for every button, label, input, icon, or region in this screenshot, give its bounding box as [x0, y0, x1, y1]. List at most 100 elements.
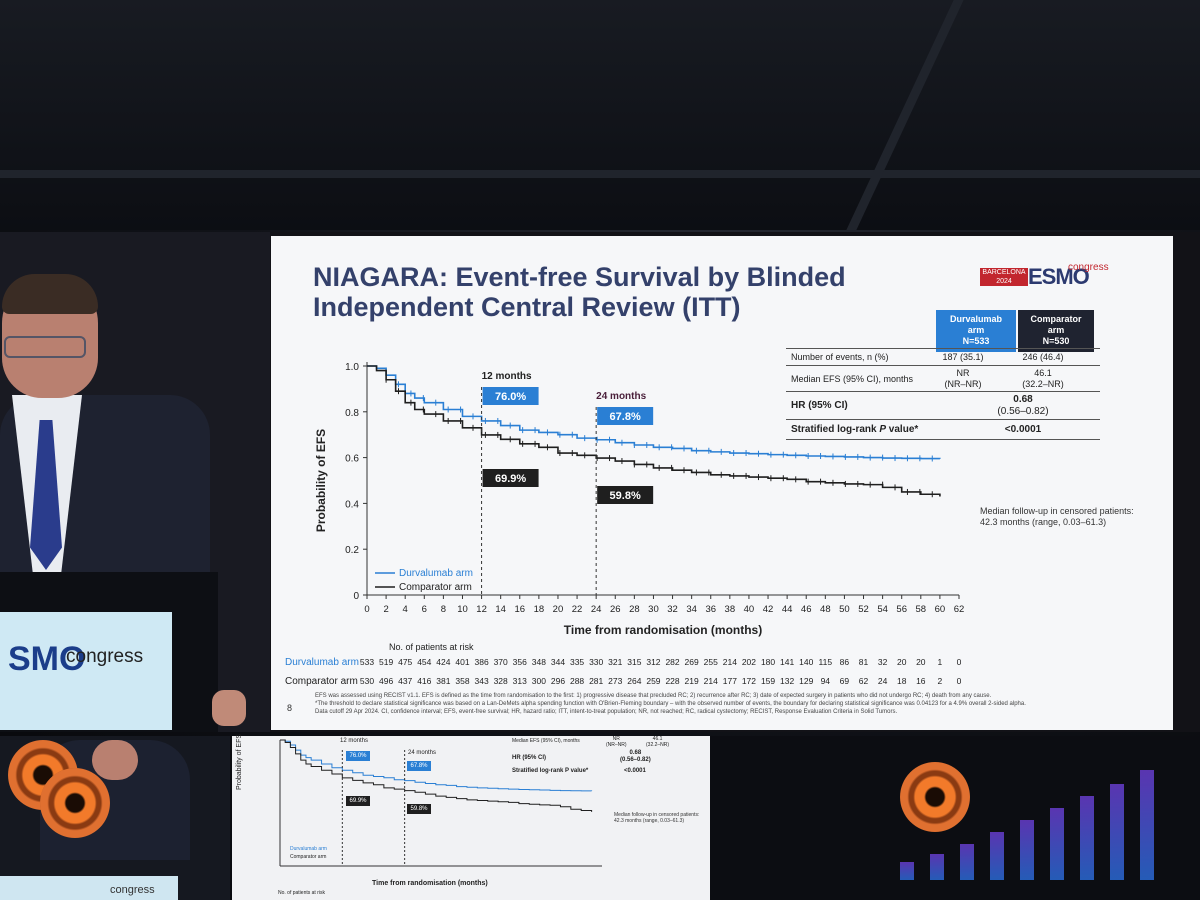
y-tick-label: 1.0 [345, 362, 359, 373]
monitor-row1-v1: NR (NR–NR) [606, 736, 627, 748]
stage-lamp-left-2 [40, 768, 110, 838]
followup-line1: Median follow-up in censored patients: [980, 506, 1134, 516]
comparator-timepoint-box [597, 486, 654, 504]
at-risk-comparator-value: 159 [761, 676, 775, 686]
comparator-value: 246 (46.4) [1022, 352, 1064, 362]
x-tick-label: 46 [801, 604, 812, 615]
stage-light-bar [990, 832, 1004, 880]
at-risk-durvalumab-value: 335 [570, 657, 584, 667]
monitor-12m-label: 12 months [340, 738, 369, 744]
at-risk-durvalumab-value: 115 [819, 657, 833, 667]
durvalumab-curve [367, 365, 941, 460]
at-risk-durvalumab-value: 1 [938, 657, 943, 667]
at-risk-comparator-value: 381 [436, 676, 450, 686]
congress-logo-text: congress [1068, 262, 1109, 273]
comparator-header-line3: N=530 [1042, 336, 1070, 346]
row-label: Median EFS (95% CI), months [791, 374, 914, 384]
table-row-events: Number of events, n (%) 187 (35.1) 246 (… [786, 348, 1100, 366]
monitor-xlabel: Time from randomisation (months) [372, 880, 488, 887]
y-tick-label: 0.4 [345, 499, 359, 510]
at-risk-durvalumab-value: 370 [494, 657, 508, 667]
at-risk-comparator-value: 0 [957, 676, 962, 686]
at-risk-durvalumab-value: 312 [646, 657, 660, 667]
x-tick-label: 44 [782, 604, 793, 615]
chart-layer: 00.20.40.60.81.00 2 4 6 8 10 12 14 16 18 20 22 24 26 2… [285, 362, 964, 687]
x-tick-label: 38 [725, 604, 736, 615]
at-risk-comparator-value: 177 [723, 676, 737, 686]
x-tick-label: 10 [457, 604, 468, 615]
at-risk-durvalumab-value: 356 [513, 657, 527, 667]
at-risk-comparator-value: 358 [455, 676, 469, 686]
comparator-median-ci: (32.2–NR) [1022, 379, 1064, 389]
comparator-timepoint-value: 59.8% [610, 490, 641, 502]
monitor-row1-v2a: 46.1 [652, 736, 663, 742]
comparator-median: 46.1 [1034, 368, 1052, 378]
at-risk-durvalumab-value: 20 [897, 657, 907, 667]
lower-speaker-head [92, 740, 138, 780]
y-axis-label: Probability of EFS [314, 429, 328, 532]
ceiling [0, 0, 1200, 230]
legend-comparator-label: Comparator arm [399, 582, 472, 593]
at-risk-comparator-value: 288 [570, 676, 584, 686]
durvalumab-timepoint-box [482, 387, 539, 405]
x-tick-label: 12 [476, 604, 487, 615]
slide-title: NIAGARA: Event-free Survival by Blinded … [313, 262, 873, 322]
x-axis-label: Time from randomisation (months) [564, 623, 762, 637]
table-row-hr: HR (95% CI) 0.68 (0.56–0.82) [786, 391, 1100, 420]
monitor-row2-va: 0.68 [629, 750, 642, 756]
stage-light-bar [900, 862, 914, 880]
monitor-row1-v2: 46.1 (32.2–NR) [646, 736, 669, 748]
x-tick-label: 30 [648, 604, 659, 615]
at-risk-comparator-value: 69 [840, 676, 850, 686]
x-tick-label: 60 [935, 604, 946, 615]
at-risk-comparator-value: 214 [704, 676, 718, 686]
at-risk-comparator-value: 172 [742, 676, 756, 686]
x-tick-label: 20 [553, 604, 564, 615]
at-risk-comparator-value: 496 [379, 676, 393, 686]
stage-light-bar [930, 854, 944, 880]
at-risk-comparator-value: 132 [780, 676, 794, 686]
x-tick-label: 54 [877, 604, 888, 615]
km-chart: 00.20.40.60.81.00 2 4 6 8 10 12 14 16 18 20 22 24 26 2… [285, 362, 964, 687]
pvalue-label-p: P [879, 424, 887, 435]
x-tick-label: 36 [705, 604, 716, 615]
at-risk-durvalumab-value: 330 [589, 657, 603, 667]
footnote-1: EFS was assessed using RECIST v1.1. EFS … [315, 693, 992, 699]
at-risk-durvalumab-value: 20 [916, 657, 926, 667]
at-risk-durvalumab-value: 533 [360, 657, 374, 667]
slide-title-line2: Independent Central Review (ITT) [313, 292, 741, 322]
x-tick-label: 56 [896, 604, 907, 615]
monitor-row2-label: HR (95% CI) [512, 755, 547, 761]
at-risk-comparator-value: 62 [859, 676, 869, 686]
monitor-legend-comp: Comparator arm [290, 854, 327, 860]
stage-light-bar [1140, 770, 1154, 880]
x-tick-label: 22 [572, 604, 583, 615]
at-risk-durvalumab-value: 202 [742, 657, 756, 667]
comparator-header: Comparator arm N=530 [1018, 310, 1094, 352]
at-risk-durvalumab-value: 0 [957, 657, 962, 667]
at-risk-durvalumab-value: 348 [532, 657, 546, 667]
legend-durvalumab-label: Durvalumab arm [399, 568, 473, 579]
at-risk-durvalumab-value: 344 [551, 657, 565, 667]
monitor-row1-v2b: (32.2–NR) [646, 742, 670, 748]
x-tick-label: 2 [383, 604, 388, 615]
monitor-comp-24: 59.8% [407, 804, 431, 814]
monitor-legend-durva: Durvalumab arm [290, 846, 327, 852]
at-risk-durvalumab-value: 321 [608, 657, 622, 667]
at-risk-durvalumab-value: 282 [665, 657, 679, 667]
hr-ci: (0.56–0.82) [997, 406, 1049, 417]
at-risk-comparator-value: 273 [608, 676, 622, 686]
podium-sign-esmo: SMO [8, 640, 86, 678]
monitor-row1-v1a: NR [612, 736, 620, 742]
at-risk-comparator-value: 300 [532, 676, 546, 686]
x-tick-label: 24 [591, 604, 602, 615]
stage-lamp-right [900, 762, 970, 832]
at-risk-durvalumab-value: 519 [379, 657, 393, 667]
x-tick-label: 6 [422, 604, 427, 615]
page-number: 8 [287, 703, 293, 713]
at-risk-comparator-value: 296 [551, 676, 565, 686]
stage-light-bar [1110, 784, 1124, 880]
comparator-timepoint-value: 69.9% [495, 473, 526, 485]
at-risk-durvalumab-value: 81 [859, 657, 869, 667]
footnotes: EFS was assessed using RECIST v1.1. EFS … [315, 692, 1155, 716]
